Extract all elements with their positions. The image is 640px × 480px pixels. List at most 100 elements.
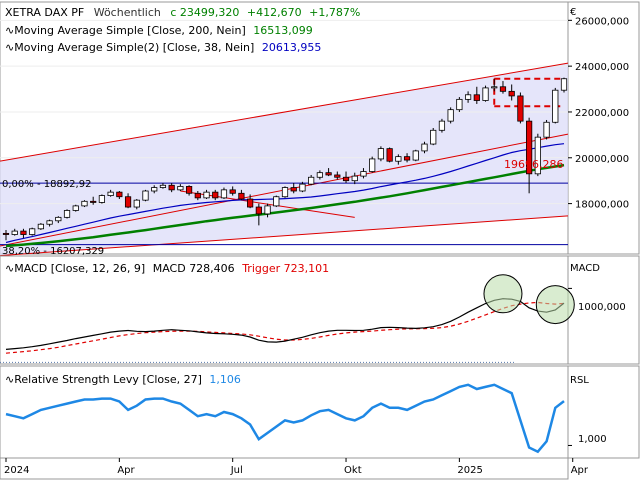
candle-body-37 bbox=[325, 172, 332, 176]
candle-body-23 bbox=[203, 191, 210, 199]
candle-body-60 bbox=[526, 120, 533, 175]
trigger-value: Trigger 723,101 bbox=[241, 262, 329, 275]
candle-body-38 bbox=[334, 174, 341, 178]
macd-layer bbox=[0, 255, 640, 365]
candle-body-15 bbox=[133, 199, 140, 208]
time-tick-label-5: Apr bbox=[571, 465, 589, 476]
ma200-value: 16513,099 bbox=[253, 24, 313, 37]
period-label: Wöchentlich bbox=[94, 6, 161, 19]
candle-body-25 bbox=[220, 189, 228, 199]
sma38-line bbox=[5, 143, 565, 244]
price-layer: 18000,000 20000,000 22000,000 24000,000 2600… bbox=[0, 1, 640, 257]
candle-body-19 bbox=[168, 184, 175, 191]
candle-body-30 bbox=[264, 205, 271, 215]
price-panel: 18000,000 20000,000 22000,000 24000,000 2600… bbox=[0, 1, 640, 257]
candle-body-26 bbox=[229, 189, 236, 194]
time-tick-label-0: 2024 bbox=[4, 465, 29, 476]
channel-line-3 bbox=[0, 215, 569, 257]
candle-body-31 bbox=[273, 196, 280, 207]
rsl-axis-title: RSL bbox=[570, 375, 589, 386]
candle-body-59 bbox=[517, 95, 524, 122]
candle-body-63 bbox=[552, 89, 559, 123]
candle-body-35 bbox=[308, 176, 315, 185]
rsl-axis-background bbox=[567, 365, 640, 459]
macd-icon: ∿ bbox=[5, 262, 14, 275]
candle-body-42 bbox=[369, 158, 376, 172]
trigger-line bbox=[5, 301, 565, 354]
macd-line bbox=[5, 298, 565, 350]
candle-body-10 bbox=[90, 200, 97, 203]
time-tick-label-3: Okt bbox=[344, 465, 362, 476]
candle-body-32 bbox=[281, 187, 289, 198]
rsl-plot-background bbox=[0, 365, 569, 459]
time-tick-label-1: Apr bbox=[117, 465, 135, 476]
candle-body-48 bbox=[421, 143, 428, 152]
fib-38-label: 38,20% - 16207,329 bbox=[2, 246, 104, 257]
time-axis-background bbox=[0, 457, 569, 480]
candle-body-33 bbox=[290, 187, 297, 192]
price-tick-label-1: 20000,000 bbox=[575, 154, 629, 165]
candle-body-53 bbox=[464, 94, 472, 100]
channel-line-0 bbox=[0, 62, 569, 162]
price-marker-label: 19696,286 bbox=[504, 158, 564, 171]
ma200-icon: ∿ bbox=[5, 24, 14, 37]
rsl-line bbox=[5, 383, 565, 454]
candle-body-13 bbox=[116, 191, 123, 198]
candle-body-17 bbox=[151, 187, 158, 192]
candle-body-22 bbox=[194, 192, 201, 199]
macd-axis-title: MACD bbox=[570, 263, 600, 274]
candle-body-54 bbox=[473, 94, 480, 101]
svg-text:XETRA DAX PF Wöchentlich c 234: XETRA DAX PF Wöchentlich c 23499,320 +41… bbox=[5, 6, 360, 19]
macd-cross-circle-1 bbox=[483, 274, 523, 314]
candle-body-46 bbox=[403, 156, 411, 161]
last-change-pct: +1,787% bbox=[309, 6, 360, 19]
candle-body-24 bbox=[212, 191, 219, 199]
candle-body-61 bbox=[534, 136, 541, 175]
candle-body-62 bbox=[543, 121, 550, 138]
fib-0-label: 0,00% - 18892,92 bbox=[2, 179, 91, 190]
last-close: c 23499,320 bbox=[170, 6, 239, 19]
candle-body-52 bbox=[456, 98, 463, 111]
macd-cross-circle-2 bbox=[535, 285, 575, 325]
candle-body-51 bbox=[447, 109, 454, 122]
rsl-icon: ∿ bbox=[5, 373, 14, 386]
candle-body-14 bbox=[124, 196, 132, 208]
macd-title: MACD [Close, 12, 26, 9] bbox=[14, 262, 145, 275]
candle-body-57 bbox=[499, 86, 507, 92]
candle-body-16 bbox=[142, 190, 149, 201]
candle-body-64 bbox=[560, 78, 568, 91]
candle-body-47 bbox=[412, 150, 419, 161]
candle-body-11 bbox=[98, 195, 106, 203]
time-tick-label-2: Jul bbox=[230, 465, 243, 476]
candle-body-9 bbox=[81, 200, 88, 207]
candle-body-5 bbox=[46, 220, 53, 225]
candle-body-7 bbox=[63, 210, 71, 218]
trend-channel-fill bbox=[0, 63, 568, 256]
candle-body-4 bbox=[37, 223, 44, 230]
rsl-layer bbox=[0, 365, 640, 459]
rsl-value: 1,106 bbox=[209, 373, 241, 386]
macd-tick-label: 1000,000 bbox=[578, 302, 626, 313]
sma200-line bbox=[5, 163, 565, 248]
candle-body-1 bbox=[11, 230, 18, 235]
instrument-name: XETRA DAX PF bbox=[5, 6, 84, 19]
ma38-icon: ∿ bbox=[5, 41, 14, 54]
macd-panel: ∿MACD [Close, 12, 26, 9] MACD 728,406 Tr… bbox=[0, 255, 640, 365]
currency-symbol: € bbox=[570, 7, 576, 18]
candle-body-34 bbox=[299, 183, 306, 192]
candle-body-6 bbox=[55, 216, 62, 222]
candle-body-41 bbox=[360, 171, 367, 177]
candle-body-18 bbox=[159, 184, 167, 188]
candle-body-45 bbox=[395, 156, 402, 162]
candle-body-27 bbox=[238, 192, 245, 200]
price-tick-label-2: 22000,000 bbox=[575, 108, 629, 119]
candle-body-55 bbox=[482, 87, 489, 101]
candle-body-39 bbox=[342, 176, 350, 182]
candle-body-3 bbox=[29, 228, 36, 235]
price-tick-label-4: 26000,000 bbox=[575, 16, 629, 27]
ma200-label: Moving Average Simple [Close, 200, Nein] bbox=[14, 24, 246, 37]
price-tick-label-0: 18000,000 bbox=[575, 200, 629, 211]
svg-text:∿MACD [Close, 12, 26, 9] MACD: ∿MACD [Close, 12, 26, 9] MACD 728,406 Tr… bbox=[5, 262, 329, 275]
candle-body-29 bbox=[255, 206, 262, 215]
